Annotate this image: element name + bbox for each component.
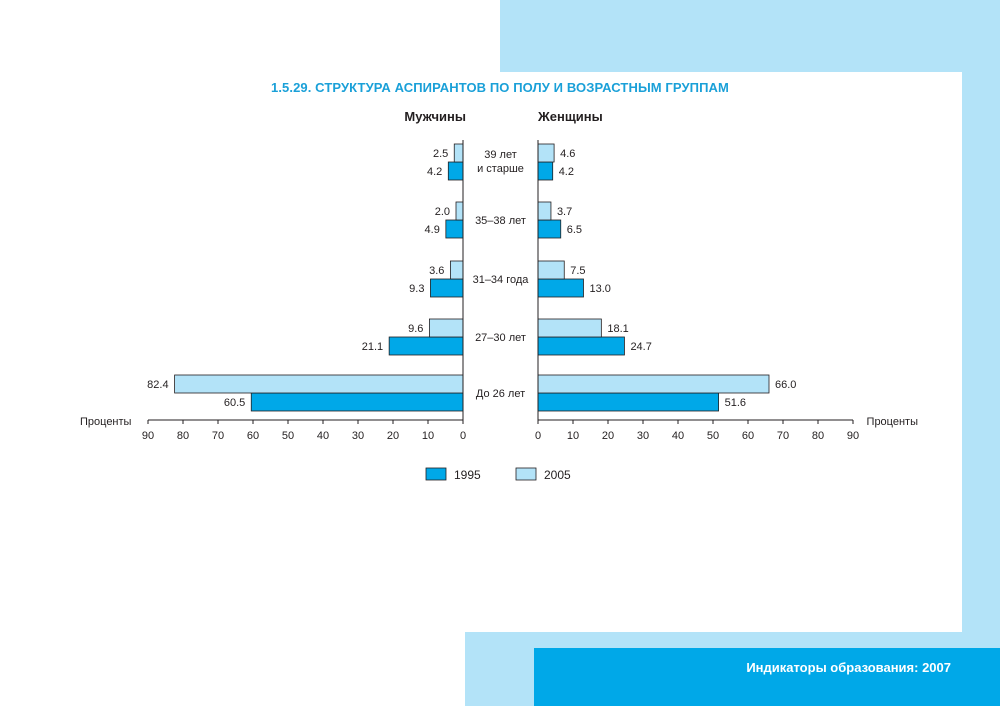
value-label-female-1995-0: 4.2 xyxy=(559,166,574,178)
value-label-male-1995-0: 4.2 xyxy=(427,166,442,178)
legend-swatch-2005 xyxy=(515,467,537,481)
decor-right-band xyxy=(962,0,1000,706)
x-axis-label-right: Проценты xyxy=(867,416,919,428)
value-label-male-1995-3: 21.1 xyxy=(362,341,383,353)
value-label-female-2005-2: 7.5 xyxy=(570,265,585,277)
male-tick-label-60: 60 xyxy=(247,430,259,442)
bar-male-1995-4 xyxy=(250,392,464,412)
bar-female-2005-2 xyxy=(537,260,565,280)
male-tick-label-40: 40 xyxy=(317,430,329,442)
decor-top-band xyxy=(500,0,1000,72)
value-label-male-2005-1: 2.0 xyxy=(435,206,450,218)
male-tick-label-50: 50 xyxy=(282,430,294,442)
bar-female-1995-4 xyxy=(537,392,720,412)
value-label-female-2005-3: 18.1 xyxy=(607,323,628,335)
female-tick-label-0: 0 xyxy=(535,430,541,442)
legend-label-2005: 2005 xyxy=(544,468,571,482)
female-tick-label-40: 40 xyxy=(672,430,684,442)
female-tick-label-70: 70 xyxy=(777,430,789,442)
bar-female-1995-0 xyxy=(537,161,554,181)
female-tick-label-50: 50 xyxy=(707,430,719,442)
male-tick-label-90: 90 xyxy=(142,430,154,442)
value-label-female-1995-3: 24.7 xyxy=(630,341,651,353)
value-label-female-1995-4: 51.6 xyxy=(725,397,746,409)
bar-male-2005-0 xyxy=(453,143,464,163)
female-tick-label-30: 30 xyxy=(637,430,649,442)
category-label-2: 31–34 года xyxy=(473,274,530,286)
bar-male-1995-3 xyxy=(388,336,464,356)
bar-male-2005-1 xyxy=(455,201,464,221)
bar-male-2005-4 xyxy=(174,374,464,394)
legend-swatch-1995 xyxy=(425,467,447,481)
male-tick-label-30: 30 xyxy=(352,430,364,442)
female-tick-label-80: 80 xyxy=(812,430,824,442)
bar-male-2005-2 xyxy=(449,260,464,280)
panel-title-male: Мужчины xyxy=(404,109,466,124)
male-tick-label-20: 20 xyxy=(387,430,399,442)
bar-female-2005-1 xyxy=(537,201,552,221)
category-label-0-line-0: 39 лет xyxy=(484,149,517,161)
value-label-male-2005-2: 3.6 xyxy=(429,265,444,277)
bar-male-1995-1 xyxy=(445,219,464,239)
bar-male-1995-0 xyxy=(447,161,464,181)
female-tick-label-60: 60 xyxy=(742,430,754,442)
bar-female-1995-1 xyxy=(537,219,562,239)
value-label-female-1995-2: 13.0 xyxy=(590,283,611,295)
value-label-female-1995-1: 6.5 xyxy=(567,224,582,236)
value-label-male-1995-4: 60.5 xyxy=(224,397,245,409)
value-label-female-2005-1: 3.7 xyxy=(557,206,572,218)
bar-male-2005-3 xyxy=(428,318,464,338)
male-tick-label-10: 10 xyxy=(422,430,434,442)
male-tick-label-0: 0 xyxy=(460,430,466,442)
value-label-female-2005-0: 4.6 xyxy=(560,148,575,160)
value-label-male-2005-0: 2.5 xyxy=(433,148,448,160)
female-tick-label-20: 20 xyxy=(602,430,614,442)
chart-title: 1.5.29. СТРУКТУРА АСПИРАНТОВ ПО ПОЛУ И В… xyxy=(271,80,729,95)
value-label-male-2005-4: 82.4 xyxy=(147,379,168,391)
value-label-male-1995-1: 4.9 xyxy=(425,224,440,236)
male-tick-label-80: 80 xyxy=(177,430,189,442)
value-label-male-2005-3: 9.6 xyxy=(408,323,423,335)
female-tick-label-90: 90 xyxy=(847,430,859,442)
bar-female-2005-3 xyxy=(537,318,602,338)
female-tick-label-10: 10 xyxy=(567,430,579,442)
bar-female-1995-2 xyxy=(537,278,584,298)
male-tick-label-70: 70 xyxy=(212,430,224,442)
bar-female-1995-3 xyxy=(537,336,625,356)
bar-female-2005-0 xyxy=(537,143,555,163)
footer-bar xyxy=(534,648,1000,706)
value-label-female-2005-4: 66.0 xyxy=(775,379,796,391)
bar-male-1995-2 xyxy=(430,278,464,298)
category-label-3: 27–30 лет xyxy=(475,332,526,344)
legend-label-1995: 1995 xyxy=(454,468,481,482)
bar-female-2005-4 xyxy=(537,374,770,394)
category-label-1: 35–38 лет xyxy=(475,215,526,227)
x-axis-label-left: Проценты xyxy=(80,416,132,428)
category-label-0-line-1: и старше xyxy=(477,163,524,175)
value-label-male-1995-2: 9.3 xyxy=(409,283,424,295)
category-label-4: До 26 лет xyxy=(476,388,525,400)
footer-label: Индикаторы образования: 2007 xyxy=(746,660,951,675)
panel-title-female: Женщины xyxy=(537,109,603,124)
